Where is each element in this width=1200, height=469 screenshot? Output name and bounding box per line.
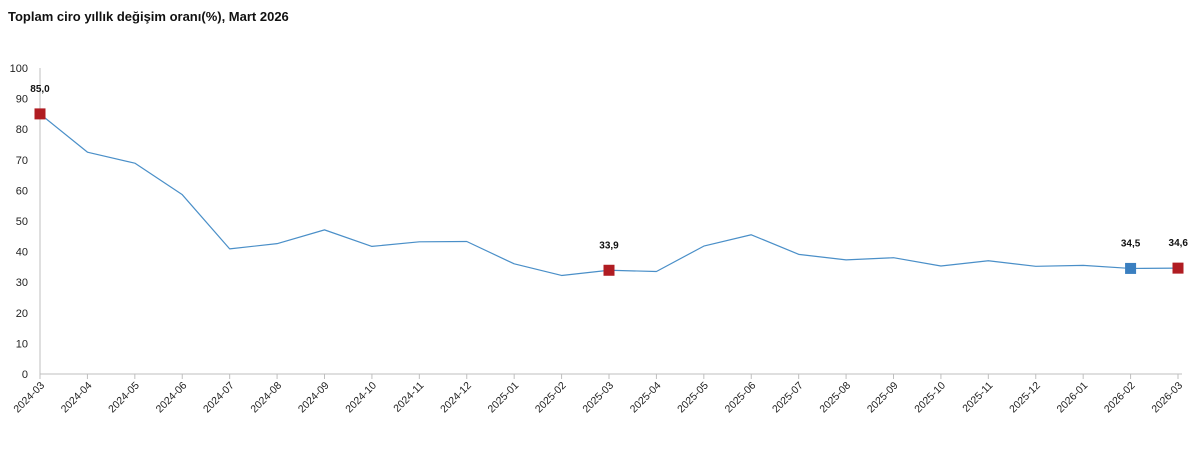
x-tick-label: 2024-12 [438,379,474,415]
x-tick-label: 2025-08 [817,379,853,415]
x-tick-label: 2024-09 [296,379,332,415]
x-tick-label: 2025-01 [486,379,522,415]
data-point [369,244,374,249]
data-point [85,150,90,155]
x-tick-label: 2025-06 [723,379,759,415]
data-point [227,246,232,251]
x-tick-label: 2025-04 [628,379,664,415]
data-label: 85,0 [30,84,50,95]
x-tick-label: 2024-05 [106,379,142,415]
data-point [891,255,896,260]
data-point [512,261,517,266]
chart-title: Toplam ciro yıllık değişim oranı(%), Mar… [8,9,289,24]
y-tick-label: 90 [16,94,28,106]
data-point [986,258,991,263]
data-point [796,252,801,257]
highlight-marker [1125,262,1137,274]
data-point [938,263,943,268]
y-tick-label: 60 [16,185,28,197]
x-tick-label: 2024-11 [391,379,426,414]
x-tick-label: 2026-02 [1102,379,1138,415]
x-tick-label: 2024-06 [154,379,190,415]
data-point [1081,263,1086,268]
y-tick-label: 100 [10,63,28,75]
data-point [1033,264,1038,269]
highlight-marker [34,108,46,120]
data-label: 33,9 [599,240,619,251]
highlight-marker [1172,262,1184,274]
data-point [180,192,185,197]
data-point [701,244,706,249]
x-tick-label: 2024-10 [343,379,379,415]
data-label-layer: 85,0 33,9 34,5 34,6 [30,84,1188,251]
y-tick-label: 70 [16,155,28,167]
y-axis: 0 10 20 30 40 50 60 70 80 90 100 [10,63,41,381]
data-point [132,161,137,166]
data-point [417,239,422,244]
y-tick-label: 10 [16,338,28,350]
y-tick-label: 30 [16,277,28,289]
y-tick-label: 0 [22,369,28,381]
x-tick-label: 2025-11 [960,379,995,414]
data-point [844,257,849,262]
y-tick-label: 80 [16,124,28,136]
x-tick-label: 2024-07 [201,379,237,415]
x-tick-label: 2024-04 [59,379,95,415]
x-axis: 2024-03 2024-04 2024-05 2024-06 2024-07 2024-… [11,373,1185,415]
y-tick-label: 50 [16,216,28,228]
highlight-marker [603,264,615,276]
x-tick-label: 2024-03 [11,379,47,415]
data-label: 34,6 [1169,238,1189,249]
x-tick-label: 2026-01 [1055,379,1091,415]
y-tick-label: 20 [16,308,28,320]
data-point [559,273,564,278]
x-tick-label: 2024-08 [248,379,284,415]
y-tick-label: 40 [16,247,28,259]
data-point [654,269,659,274]
x-tick-label: 2025-03 [580,379,616,415]
data-point [322,227,327,232]
x-tick-label: 2025-05 [675,379,711,415]
x-tick-label: 2025-12 [1007,379,1043,415]
x-tick-label: 2025-10 [912,379,948,415]
x-tick-label: 2025-02 [533,379,569,415]
x-tick-label: 2025-07 [770,379,806,415]
data-point [464,239,469,244]
data-point [749,232,754,237]
series-layer [39,113,1179,278]
data-point [275,241,280,246]
data-label: 34,5 [1121,238,1141,249]
marker-layer [34,108,1184,276]
x-tick-label: 2025-09 [865,379,901,415]
x-tick-label: 2026-03 [1149,379,1185,415]
